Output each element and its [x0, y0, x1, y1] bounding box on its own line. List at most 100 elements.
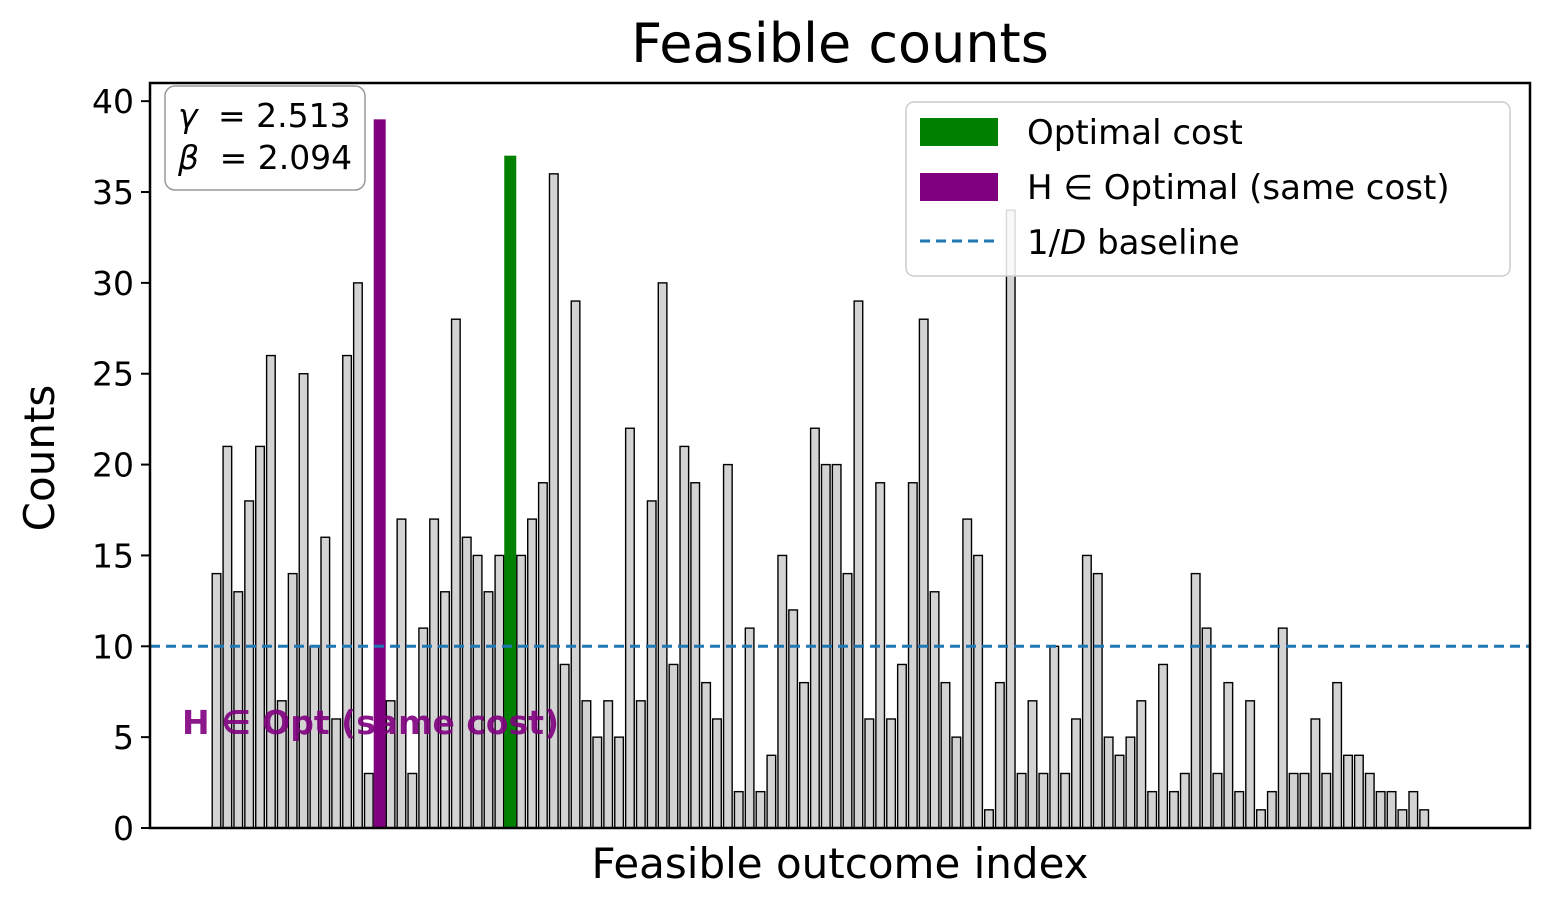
y-tick-label: 20	[92, 446, 134, 485]
bar	[864, 718, 875, 829]
bar	[1147, 790, 1158, 829]
bar	[1049, 645, 1060, 829]
bar	[744, 627, 755, 829]
bar	[679, 445, 690, 829]
bar	[537, 482, 548, 829]
bar	[614, 736, 625, 829]
bar	[1114, 754, 1125, 829]
legend-baseline-suffix: baseline	[1086, 223, 1239, 263]
bar	[690, 482, 701, 829]
bar	[994, 681, 1005, 829]
bar	[809, 427, 820, 829]
bar	[1255, 809, 1266, 829]
bar	[429, 518, 440, 829]
bar-optimal	[504, 155, 517, 828]
bar	[646, 500, 657, 829]
bar	[1288, 772, 1299, 829]
x-axis-label: Feasible outcome index	[591, 839, 1088, 888]
beta-value: = 2.094	[220, 138, 353, 177]
bar	[1179, 772, 1190, 829]
bar	[896, 663, 907, 829]
bar-same-cost	[373, 119, 386, 829]
y-tick-label: 15	[92, 536, 134, 575]
bar	[255, 445, 266, 829]
bar	[1190, 572, 1201, 829]
bar	[527, 518, 538, 829]
bar	[472, 554, 483, 829]
bar	[1158, 663, 1169, 829]
legend-frame	[905, 101, 1511, 277]
bar	[1266, 790, 1277, 829]
y-tick-label: 0	[113, 809, 134, 848]
bar	[1136, 700, 1147, 829]
bar	[1277, 627, 1288, 829]
bar	[1408, 790, 1419, 829]
bar	[733, 790, 744, 829]
bar	[1201, 627, 1212, 829]
bar	[907, 482, 918, 829]
bar	[570, 300, 581, 829]
beta-symbol: β	[177, 138, 199, 177]
bar	[657, 282, 668, 829]
legend-swatch-optimal	[920, 118, 998, 146]
bar	[766, 754, 777, 829]
bar	[973, 554, 984, 829]
bar	[1397, 809, 1408, 829]
bar	[244, 500, 255, 829]
bar	[1125, 736, 1136, 829]
bar	[1419, 809, 1430, 829]
bar	[1364, 772, 1375, 829]
y-tick-label: 40	[92, 82, 134, 121]
bar	[1332, 681, 1343, 829]
bar	[1234, 790, 1245, 829]
bar	[1005, 209, 1016, 829]
gamma-text: γ = 2.513	[178, 96, 351, 135]
bar	[342, 354, 353, 829]
bar	[668, 663, 679, 829]
bar	[461, 536, 472, 829]
legend-label-optimal: Optimal cost	[1027, 113, 1243, 153]
y-tick-label: 25	[92, 355, 134, 394]
bar	[1321, 772, 1332, 829]
bar	[516, 554, 527, 829]
y-axis-label: Counts	[15, 385, 64, 532]
bar	[298, 373, 309, 829]
bar	[929, 591, 940, 829]
bar	[407, 772, 418, 829]
bar	[1212, 772, 1223, 829]
params-box-frame	[164, 85, 366, 191]
bar	[1299, 772, 1310, 829]
bar	[1092, 572, 1103, 829]
y-tick-label: 30	[92, 264, 134, 303]
bar	[320, 536, 331, 829]
bar	[222, 445, 233, 829]
bar	[755, 790, 766, 829]
bar	[777, 554, 788, 829]
bar	[1103, 736, 1114, 829]
bar	[559, 663, 570, 829]
bar	[940, 681, 951, 829]
params-box: γ = 2.513 β = 2.094	[164, 85, 366, 191]
bar	[1168, 790, 1179, 829]
bar	[962, 518, 973, 829]
bar	[287, 572, 298, 829]
legend-swatch-same-cost	[920, 173, 998, 201]
bar	[788, 609, 799, 829]
bar	[1038, 772, 1049, 829]
legend: Optimal cost H ∈ Optimal (same cost) 1/D…	[905, 101, 1511, 277]
bar	[1386, 790, 1397, 829]
bar	[1027, 700, 1038, 829]
gamma-value: = 2.513	[218, 96, 351, 135]
bar	[603, 700, 614, 829]
bar	[701, 681, 712, 829]
bar	[494, 554, 505, 829]
beta-text: β = 2.094	[177, 138, 352, 177]
same-cost-annotation: H ∈ Opt (same cost)	[182, 703, 559, 742]
bar	[396, 518, 407, 829]
y-tick-label: 10	[92, 627, 134, 666]
bar	[624, 427, 635, 829]
bar	[983, 809, 994, 829]
y-tick-label: 35	[92, 173, 134, 212]
legend-label-baseline: 1/D baseline	[1027, 223, 1240, 263]
